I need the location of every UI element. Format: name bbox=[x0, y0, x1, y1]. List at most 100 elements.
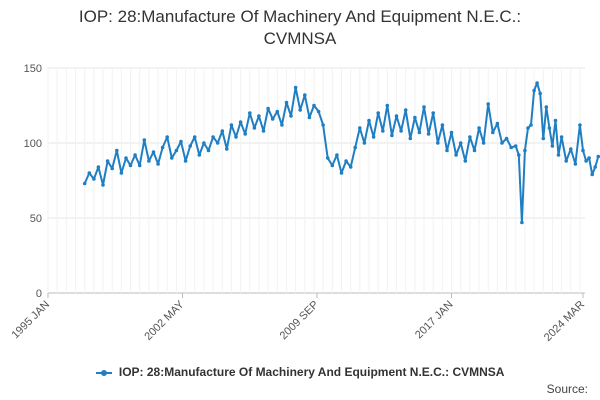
data-point[interactable] bbox=[431, 111, 436, 115]
data-point[interactable] bbox=[526, 126, 530, 130]
legend[interactable]: IOP: 28:Manufacture Of Machinery And Equ… bbox=[0, 365, 600, 379]
data-point[interactable] bbox=[156, 162, 160, 166]
data-point[interactable] bbox=[275, 109, 280, 114]
data-point[interactable] bbox=[587, 156, 591, 160]
data-point[interactable] bbox=[225, 147, 229, 151]
data-point[interactable] bbox=[101, 183, 105, 187]
data-point[interactable] bbox=[436, 141, 440, 145]
data-point[interactable] bbox=[96, 165, 101, 169]
data-point[interactable] bbox=[330, 163, 335, 168]
data-point[interactable] bbox=[468, 135, 472, 139]
data-point[interactable] bbox=[458, 141, 463, 145]
data-point[interactable] bbox=[206, 148, 211, 153]
data-point[interactable] bbox=[590, 172, 594, 177]
data-point[interactable] bbox=[581, 148, 585, 153]
data-point[interactable] bbox=[82, 181, 87, 186]
data-point[interactable] bbox=[371, 135, 376, 139]
data-point[interactable] bbox=[541, 136, 546, 141]
data-point[interactable] bbox=[413, 115, 417, 120]
data-point[interactable] bbox=[266, 106, 270, 111]
data-point[interactable] bbox=[520, 220, 524, 225]
data-point[interactable] bbox=[449, 130, 454, 135]
data-point[interactable] bbox=[538, 91, 542, 96]
data-point[interactable] bbox=[532, 88, 536, 93]
data-point[interactable] bbox=[243, 132, 247, 136]
data-point[interactable] bbox=[238, 120, 243, 124]
data-point[interactable] bbox=[229, 123, 234, 127]
data-point[interactable] bbox=[165, 135, 169, 139]
data-point[interactable] bbox=[394, 114, 399, 118]
data-point[interactable] bbox=[124, 156, 128, 160]
data-point[interactable] bbox=[188, 144, 192, 148]
data-point[interactable] bbox=[257, 114, 261, 118]
data-point[interactable] bbox=[261, 129, 266, 133]
data-point[interactable] bbox=[284, 100, 289, 105]
data-point[interactable] bbox=[535, 81, 539, 85]
data-point[interactable] bbox=[325, 156, 330, 160]
data-point[interactable] bbox=[422, 105, 426, 109]
data-point[interactable] bbox=[312, 103, 316, 108]
data-point[interactable] bbox=[115, 148, 119, 153]
data-point[interactable] bbox=[500, 141, 504, 145]
data-point[interactable] bbox=[197, 153, 202, 157]
data-point[interactable] bbox=[280, 123, 284, 127]
data-point[interactable] bbox=[160, 145, 165, 150]
data-point[interactable] bbox=[170, 156, 174, 160]
data-point[interactable] bbox=[481, 141, 486, 145]
data-point[interactable] bbox=[133, 153, 137, 157]
data-point[interactable] bbox=[353, 145, 358, 150]
data-point[interactable] bbox=[270, 117, 275, 121]
data-point[interactable] bbox=[440, 123, 445, 127]
data-point[interactable] bbox=[495, 121, 500, 126]
data-point[interactable] bbox=[385, 103, 390, 108]
data-point[interactable] bbox=[445, 148, 449, 153]
data-point[interactable] bbox=[348, 165, 353, 169]
data-point[interactable] bbox=[564, 159, 568, 163]
data-point[interactable] bbox=[556, 153, 561, 157]
data-point[interactable] bbox=[367, 118, 371, 123]
data-point[interactable] bbox=[417, 130, 422, 135]
data-point[interactable] bbox=[110, 166, 114, 171]
data-point[interactable] bbox=[593, 165, 597, 169]
data-point[interactable] bbox=[321, 123, 325, 127]
data-point[interactable] bbox=[553, 118, 558, 123]
data-point[interactable] bbox=[390, 133, 394, 138]
data-point[interactable] bbox=[215, 141, 220, 145]
data-point[interactable] bbox=[211, 135, 215, 139]
data-point[interactable] bbox=[486, 102, 491, 106]
data-point[interactable] bbox=[523, 148, 527, 153]
data-point[interactable] bbox=[174, 148, 179, 153]
data-point[interactable] bbox=[179, 139, 183, 144]
data-point[interactable] bbox=[183, 159, 188, 163]
data-point[interactable] bbox=[248, 111, 252, 115]
data-point[interactable] bbox=[128, 163, 133, 168]
data-point[interactable] bbox=[504, 136, 509, 141]
data-point[interactable] bbox=[137, 163, 142, 168]
data-point[interactable] bbox=[529, 123, 533, 127]
data-point[interactable] bbox=[339, 171, 344, 175]
data-point[interactable] bbox=[376, 111, 381, 115]
data-point[interactable] bbox=[335, 153, 339, 157]
data-point[interactable] bbox=[513, 144, 518, 148]
data-point[interactable] bbox=[584, 159, 588, 163]
data-point[interactable] bbox=[477, 126, 481, 130]
data-point[interactable] bbox=[403, 108, 408, 112]
data-point[interactable] bbox=[596, 154, 600, 159]
data-point[interactable] bbox=[550, 144, 555, 148]
data-point[interactable] bbox=[142, 138, 147, 142]
data-point[interactable] bbox=[192, 135, 197, 139]
data-point[interactable] bbox=[491, 130, 495, 135]
data-point[interactable] bbox=[105, 159, 110, 163]
data-point[interactable] bbox=[463, 159, 468, 163]
data-point[interactable] bbox=[298, 108, 303, 112]
data-point[interactable] bbox=[408, 136, 413, 141]
data-point[interactable] bbox=[316, 109, 321, 114]
data-point[interactable] bbox=[344, 159, 348, 163]
data-point[interactable] bbox=[547, 126, 552, 130]
data-point[interactable] bbox=[578, 123, 582, 127]
data-point[interactable] bbox=[569, 147, 573, 151]
data-point[interactable] bbox=[509, 145, 513, 150]
data-point[interactable] bbox=[454, 153, 458, 157]
data-point[interactable] bbox=[399, 129, 403, 133]
data-point[interactable] bbox=[517, 153, 521, 157]
